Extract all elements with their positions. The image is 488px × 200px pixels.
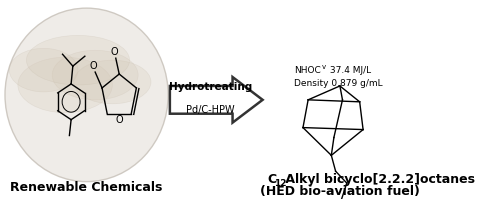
Ellipse shape: [9, 48, 78, 92]
Ellipse shape: [52, 50, 138, 100]
Text: O: O: [110, 47, 118, 57]
Text: Hydrotreating: Hydrotreating: [168, 82, 251, 92]
Ellipse shape: [5, 8, 168, 182]
Text: O: O: [89, 61, 97, 71]
Text: 12: 12: [273, 179, 285, 188]
FancyArrow shape: [169, 77, 262, 123]
Text: Density 0.879 g/mL: Density 0.879 g/mL: [294, 79, 382, 88]
Text: 37.4 MJ/L: 37.4 MJ/L: [326, 66, 370, 75]
Text: Alkyl bicyclo[2.2.2]octanes: Alkyl bicyclo[2.2.2]octanes: [280, 173, 474, 186]
Text: (HED bio-aviation fuel): (HED bio-aviation fuel): [260, 185, 419, 198]
Text: Pd/C-HPW: Pd/C-HPW: [186, 105, 234, 115]
Text: C: C: [266, 173, 275, 186]
Ellipse shape: [18, 57, 112, 113]
Ellipse shape: [26, 35, 129, 85]
Text: v: v: [321, 64, 325, 70]
Text: O: O: [115, 115, 123, 125]
Text: NHOC: NHOC: [294, 66, 321, 75]
Text: Renewable Chemicals: Renewable Chemicals: [10, 181, 163, 194]
Ellipse shape: [74, 60, 151, 104]
